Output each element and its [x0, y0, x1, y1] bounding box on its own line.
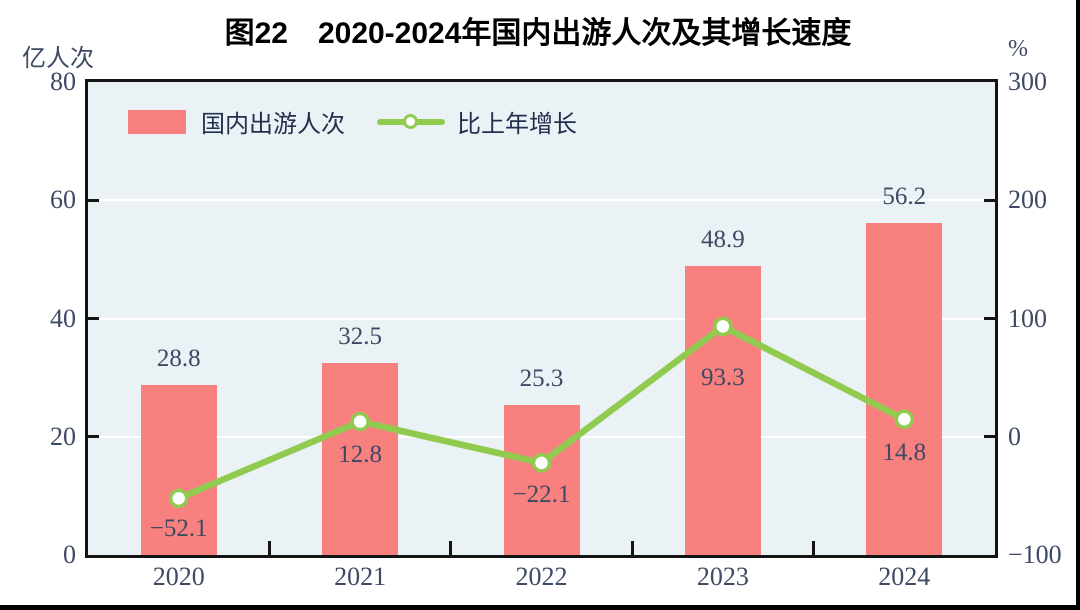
bar-value-label: 56.2 [882, 182, 927, 210]
bar-series-legend-swatch [128, 109, 186, 134]
growth-point-marker-2020 [168, 488, 189, 509]
right-axis-tick-label: −100 [1008, 540, 1062, 569]
left-axis-unit-label: 亿人次 [22, 46, 94, 72]
x-axis-boundary-tick-mark [812, 541, 816, 555]
growth-point-marker-2024 [894, 409, 915, 429]
bar-2021 [322, 362, 399, 555]
left-axis-tick-mark [88, 198, 99, 202]
left-axis-tick-mark [88, 317, 99, 320]
growth-line-chart [168, 316, 915, 509]
x-axis-year-label-2023: 2023 [696, 562, 749, 591]
bar-2023 [684, 265, 761, 555]
left-axis-tick-mark [88, 435, 99, 439]
left-axis-tick-label: 80 [50, 67, 76, 96]
growth-value-label: −22.1 [512, 480, 571, 508]
bar-value-label: 25.3 [519, 365, 564, 393]
legend-circle-marker-icon [403, 113, 418, 129]
growth-point-marker-2022 [531, 453, 552, 473]
x-axis-year-label-2020: 2020 [152, 562, 205, 591]
gridline [88, 199, 995, 202]
left-axis-tick-label: 20 [50, 421, 76, 451]
left-axis-tick-label: 0 [63, 540, 76, 569]
plot-area: 国内出游人次 比上年增长 28.8 32.5 25.3 48.9 56.2 −52.1 12… [85, 79, 998, 558]
line-series-legend-label: 比上年增长 [457, 112, 577, 138]
right-axis-tick-label: 100 [1008, 303, 1047, 333]
legend: 国内出游人次 比上年增长 [128, 104, 577, 139]
bar-2022 [503, 405, 580, 555]
right-axis-tick-label: 200 [1008, 185, 1047, 215]
right-axis-tick-label: 0 [1008, 421, 1021, 451]
growth-value-label: 12.8 [338, 440, 382, 468]
x-axis-boundary-tick-mark [449, 541, 453, 555]
right-axis-tick-label: 300 [1008, 67, 1047, 96]
x-axis-year-label-2024: 2024 [878, 562, 931, 591]
x-axis-boundary-tick-mark [630, 541, 634, 555]
right-axis-tick-mark [984, 198, 995, 202]
line-series-legend-symbol [377, 111, 445, 133]
growth-point-marker-2023 [713, 316, 733, 337]
left-axis-tick-label: 60 [50, 185, 76, 215]
chart-title: 图22 2020-2024年国内出游人次及其增长速度 [224, 17, 852, 50]
bar-value-label: 48.9 [701, 225, 745, 253]
bar-series-legend-label: 国内出游人次 [201, 112, 345, 138]
bar-value-label: 28.8 [156, 344, 201, 372]
growth-value-label: −52.1 [149, 515, 208, 543]
x-axis-year-label-2021: 2021 [334, 562, 387, 591]
right-axis-tick-mark [984, 317, 995, 320]
bar-2024 [866, 222, 943, 555]
gridline [88, 317, 995, 320]
growth-point-marker-2021 [350, 411, 370, 432]
x-axis-boundary-tick-mark [267, 541, 271, 555]
right-axis-unit-label: % [1008, 36, 1028, 62]
x-axis-year-label-2022: 2022 [515, 562, 568, 591]
bar-value-label: 32.5 [338, 322, 382, 350]
growth-value-label: 93.3 [701, 364, 745, 392]
bar-2020 [140, 384, 217, 555]
left-axis-tick-label: 40 [50, 303, 76, 333]
growth-value-label: 14.8 [882, 439, 927, 467]
right-axis-tick-mark [984, 435, 995, 439]
